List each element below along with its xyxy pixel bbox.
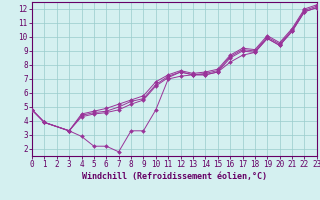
X-axis label: Windchill (Refroidissement éolien,°C): Windchill (Refroidissement éolien,°C)	[82, 172, 267, 181]
